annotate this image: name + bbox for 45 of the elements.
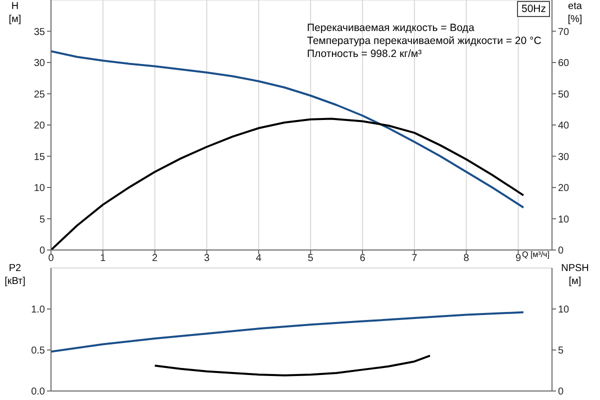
- y-tick-label: 25: [34, 89, 46, 100]
- y-axis-title: H [м]: [8, 0, 22, 26]
- y-tick-label: 0.0: [31, 386, 46, 398]
- y2-tick-label: 10: [558, 214, 570, 226]
- line-series: [154, 354, 431, 376]
- y2-tick-label: 60: [558, 58, 570, 70]
- y2-tick-label: 40: [558, 120, 570, 132]
- y-tick-label: 20: [34, 120, 46, 132]
- x-tick-label: 7: [412, 253, 418, 264]
- y2-tick-label: 0: [558, 386, 564, 398]
- y-tick-label: 30: [34, 58, 46, 70]
- y2-axis-title: eta [%]: [566, 0, 584, 26]
- line-series: [51, 311, 524, 353]
- x-tick-label: 1: [100, 253, 106, 264]
- y-tick-label: 15: [34, 152, 46, 163]
- x-tick-label: 8: [464, 253, 470, 264]
- x-tick-label: 6: [360, 253, 366, 264]
- y-tick-label: 10: [34, 183, 46, 194]
- y2-tick-label: 70: [558, 26, 570, 38]
- x-tick-label: 3: [204, 253, 210, 264]
- x-tick-label: 5: [308, 253, 314, 264]
- y-tick-label: 0: [39, 246, 46, 257]
- y2-tick-label: 5: [558, 346, 564, 357]
- x-tick-label: 9: [515, 253, 522, 264]
- line-series: [51, 118, 524, 250]
- x-tick-label: 4: [256, 253, 262, 264]
- y2-axis-title: NPSH [м]: [560, 262, 590, 288]
- x-axis-title: Q [м³/ч]: [522, 250, 550, 259]
- annotation: Плотность = 998.2 кг/м³: [307, 48, 423, 61]
- y2-tick-label: 50: [558, 89, 570, 100]
- y2-tick-label: 20: [558, 183, 570, 194]
- y-tick-label: 5: [39, 214, 46, 226]
- annotation: Перекачиваемая жидкость = Вода: [307, 22, 476, 35]
- y-tick-label: 35: [34, 26, 46, 38]
- x-tick-label: 0: [48, 253, 54, 264]
- y-axis-title: P2 [кВт]: [4, 262, 26, 288]
- x-tick-label: 2: [152, 253, 158, 264]
- annotation: Температура перекачиваемой жидкости = 20 °C: [307, 35, 542, 48]
- y2-tick-label: 10: [558, 304, 570, 316]
- chart-title: 50Hz: [517, 1, 550, 17]
- y-tick-label: 1.0: [31, 304, 46, 316]
- y-tick-label: 0.5: [31, 346, 46, 357]
- y2-tick-label: 0: [558, 246, 564, 257]
- line-series: [51, 50, 524, 208]
- y2-tick-label: 30: [558, 152, 570, 163]
